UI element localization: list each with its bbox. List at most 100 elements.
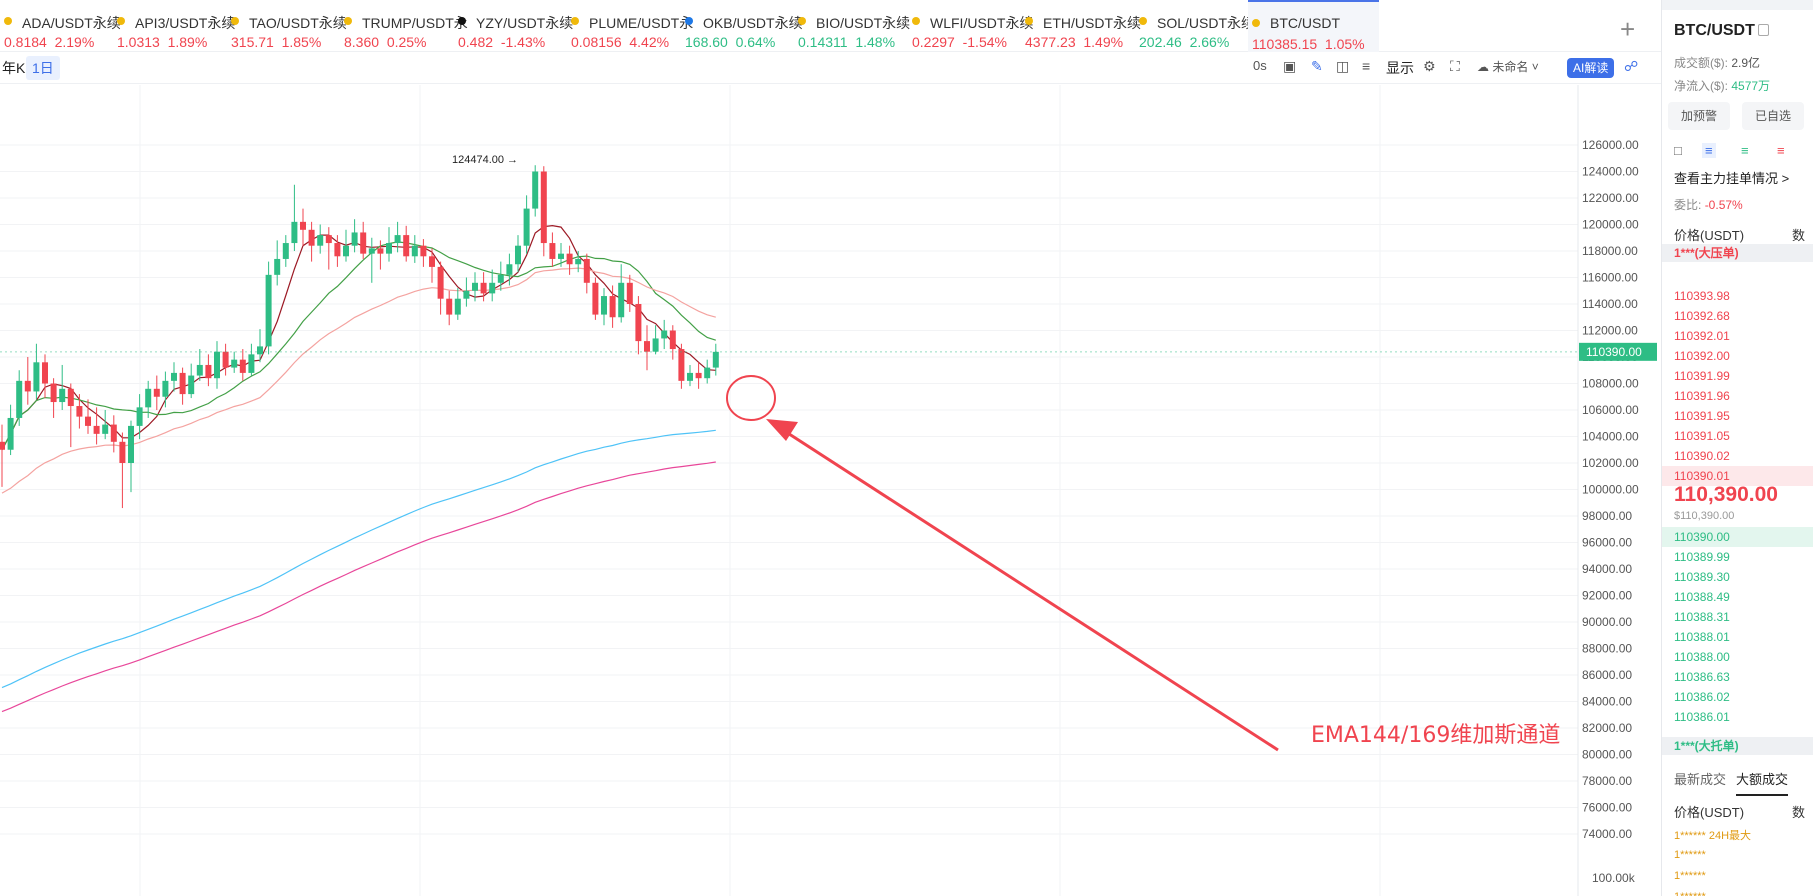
trades-qty-header: 数 [1792, 805, 1806, 820]
candle-body [489, 282, 496, 294]
candle-body [248, 354, 255, 373]
indicator-icon[interactable]: ≡ [1362, 58, 1371, 74]
y-tick-label: 106000.00 [1582, 403, 1639, 417]
bid-row[interactable]: 110386.01 [1674, 710, 1730, 724]
bid-row[interactable]: 110388.00 [1674, 650, 1730, 664]
copy-icon[interactable] [1758, 24, 1769, 36]
candle-body [403, 235, 410, 257]
cloud-save-button[interactable]: ☁ 未命名 ˅ [1477, 58, 1539, 75]
orderbook-mode-icon[interactable]: □ [1674, 143, 1682, 158]
ask-row[interactable]: 110392.01 [1674, 329, 1730, 343]
candle-body [59, 388, 66, 403]
candle-body [308, 229, 315, 246]
ai-analysis-button[interactable]: AI解读 [1567, 58, 1615, 78]
favorite-button[interactable]: 已自选 [1742, 102, 1804, 130]
ask-row[interactable]: 110391.05 [1674, 429, 1730, 443]
tab-large-trades[interactable]: 大额成交 [1736, 769, 1789, 796]
ticker-tab[interactable]: SOL/USDT永续 202.46 2.66% [1135, 0, 1266, 52]
bid-row[interactable]: 110388.01 [1674, 630, 1730, 644]
candle-body [618, 282, 625, 318]
y-tick-label: 92000.00 [1582, 589, 1632, 603]
ticker-tab[interactable]: TRUMP/USDT永 8.360 0.25% [340, 0, 471, 52]
orderbook-asks-icon[interactable]: ≡ [1777, 143, 1785, 158]
fullscreen-icon[interactable]: ⛶ [1450, 58, 1460, 74]
candle-body [85, 416, 91, 426]
candle-body [50, 383, 57, 403]
annotation-circle [726, 375, 776, 421]
ask-row[interactable]: 110390.01 [1662, 466, 1813, 486]
ticker-tab[interactable]: PLUME/USDT永 0.08156 4.42% [567, 0, 698, 52]
candle-body [626, 282, 633, 304]
bio-coin-icon [798, 17, 806, 25]
add-alert-button[interactable]: 加预警 [1668, 102, 1730, 130]
ticker-tab[interactable]: OKB/USDT永续 168.60 0.64% [681, 0, 812, 52]
candle-body [317, 235, 324, 246]
candlestick-chart[interactable]: 126000.00 124000.00 122000.00 120000.00 1180… [0, 85, 1661, 896]
orderbook-bids-icon[interactable]: ≡ [1741, 143, 1749, 158]
ask-row[interactable]: 110392.00 [1674, 349, 1730, 363]
depth-link[interactable]: 查看主力挂单情况 > [1674, 171, 1790, 186]
timeframe-year[interactable]: 年K [2, 60, 26, 76]
inflow-row: 净流入($): 4577万 [1674, 77, 1770, 94]
ticker-symbol: TRUMP/USDT永 [362, 15, 468, 31]
ticker-tab[interactable]: BIO/USDT永续 0.14311 1.48% [794, 0, 925, 52]
y-tick-label: 122000.00 [1582, 191, 1639, 205]
ma_red-line [1, 224, 716, 451]
y-tick-label: 86000.00 [1582, 668, 1632, 682]
candle-body [644, 341, 650, 352]
candle-body [609, 296, 616, 318]
trump-coin-icon [344, 17, 352, 25]
bid-row[interactable]: 110390.00 [1662, 527, 1813, 547]
add-tab-button[interactable]: + [1620, 14, 1636, 44]
ticker-symbol: WLFI/USDT永续 [930, 15, 1034, 31]
ask-row[interactable]: 110392.68 [1674, 309, 1730, 323]
big-ask-band: 1***(大压单) [1662, 244, 1813, 262]
candle-body [119, 441, 126, 463]
tab-recent-trades[interactable]: 最新成交 [1674, 772, 1727, 787]
settings-icon[interactable]: ⚙ [1423, 58, 1436, 74]
ask-row[interactable]: 110391.95 [1674, 409, 1730, 423]
orderbook-both-icon[interactable]: ≡ [1702, 143, 1716, 158]
ticker-tab[interactable]: YZY/USDT永续 0.482 -1.43% [454, 0, 585, 52]
sol-coin-icon [1139, 17, 1147, 25]
share-icon[interactable]: ☍ [1624, 58, 1639, 74]
ask-row[interactable]: 110391.96 [1674, 389, 1730, 403]
trade-row: 1****** [1674, 870, 1706, 882]
camera-icon[interactable]: ▣ [1283, 58, 1297, 74]
chart-svg[interactable]: 126000.00 124000.00 122000.00 120000.00 1180… [0, 85, 1661, 896]
ticker-tab[interactable]: ADA/USDT永续 0.8184 2.19% [0, 0, 131, 52]
timeframe-day[interactable]: 1日 [26, 56, 60, 80]
ask-row[interactable]: 110390.02 [1674, 449, 1730, 463]
ticker-tab[interactable]: ETH/USDT永续 4377.23 1.49% [1021, 0, 1152, 52]
bid-row[interactable]: 110389.30 [1674, 570, 1730, 584]
bid-row[interactable]: 110388.31 [1674, 610, 1730, 624]
candle-body [257, 346, 263, 355]
ask-row[interactable]: 110393.98 [1674, 289, 1730, 303]
last-price: 110,390.00 [1674, 483, 1778, 506]
bid-row[interactable]: 110386.63 [1674, 670, 1730, 684]
layout-icon[interactable]: ◫ [1336, 58, 1350, 74]
ticker-tab[interactable]: API3/USDT永续 1.0313 1.89% [113, 0, 244, 52]
inflow-label: 净流入($): [1674, 79, 1729, 93]
ask-row[interactable]: 110391.99 [1674, 369, 1730, 383]
candle-body [33, 362, 40, 392]
ticker-symbol: BTC/USDT [1270, 15, 1340, 31]
ticker-tab[interactable]: BTC/USDT 110385.15 1.05% [1248, 0, 1379, 52]
ticker-tab[interactable]: TAO/USDT永续 315.71 1.85% [227, 0, 358, 52]
orderbook-price-header: 价格(USDT) [1674, 228, 1745, 243]
display-button[interactable]: 显示 [1386, 60, 1414, 76]
candle-body [16, 380, 23, 418]
bid-row[interactable]: 110389.99 [1674, 550, 1730, 564]
candle-body [437, 266, 444, 299]
ticker-price: 4377.23 1.49% [1025, 34, 1124, 50]
candle-body [7, 417, 14, 450]
bid-row[interactable]: 110386.02 [1674, 690, 1730, 704]
ticker-tab[interactable]: WLFI/USDT永续 0.2297 -1.54% [908, 0, 1039, 52]
ema144-line [1, 429, 716, 689]
candle-body [523, 208, 530, 246]
bid-row[interactable]: 110388.49 [1674, 590, 1730, 604]
candle-body [265, 274, 272, 347]
pencil-icon[interactable]: ✎ [1311, 58, 1323, 74]
candle-body [136, 407, 143, 426]
api3-coin-icon [117, 17, 125, 25]
